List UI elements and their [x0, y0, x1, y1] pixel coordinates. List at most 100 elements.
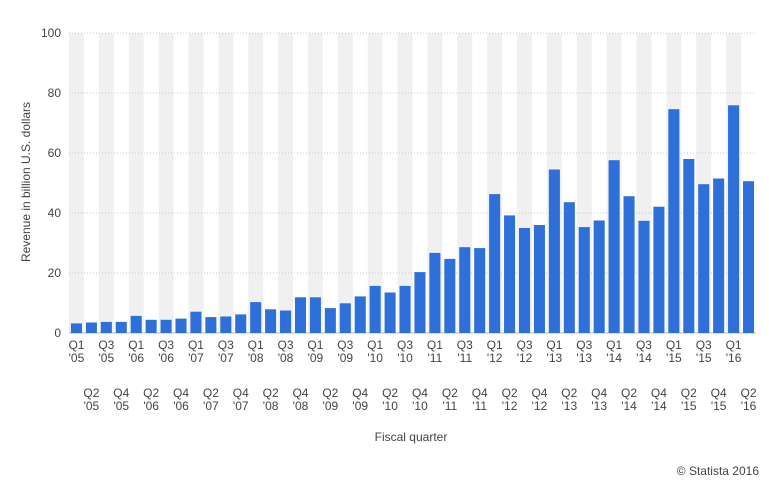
x-tick-label: Q3'05	[98, 338, 114, 365]
bar	[399, 285, 411, 333]
bar	[683, 159, 695, 333]
x-tick-label: Q4'06	[173, 386, 189, 413]
bar	[115, 321, 127, 333]
x-tick-labels: Q1'05 Q2'05 Q3'05 Q4'05 Q1'06 Q2'06 Q3'06 Q4'06…	[68, 338, 756, 413]
x-tick-label: Q4'09	[352, 386, 368, 413]
bar	[354, 296, 366, 333]
y-axis-title: Revenue in billion U.S. dollars	[19, 102, 33, 262]
x-tick-label: Q3'13	[576, 338, 592, 365]
x-tick-label: Q4'11	[472, 386, 488, 413]
bar	[548, 169, 560, 333]
x-tick-label: Q1'13	[546, 338, 562, 365]
x-tick-label: Q2'14	[621, 386, 637, 413]
bar	[698, 184, 710, 333]
column-band	[397, 33, 413, 333]
x-tick-label: Q2'08	[263, 386, 279, 413]
bar	[100, 321, 112, 333]
bar	[235, 314, 247, 333]
x-tick-label: Q3'06	[158, 338, 174, 365]
y-tick-label: 100	[41, 26, 61, 40]
x-tick-label: Q3'07	[218, 338, 234, 365]
bar	[220, 316, 232, 333]
bar	[578, 227, 590, 333]
bar	[593, 220, 605, 333]
bar	[339, 303, 351, 333]
bar	[414, 272, 426, 333]
bar	[533, 225, 545, 333]
x-tick-label: Q3'10	[397, 338, 413, 365]
bar	[205, 317, 217, 333]
bar	[743, 181, 755, 333]
x-tick-label: Q2'07	[203, 386, 219, 413]
x-tick-label: Q1'15	[666, 338, 682, 365]
bar	[250, 302, 262, 333]
y-tick-label: 20	[48, 266, 62, 280]
x-tick-label: Q4'12	[531, 386, 547, 413]
x-tick-label: Q2'15	[681, 386, 697, 413]
bar	[145, 319, 157, 333]
x-tick-label: Q2'13	[561, 386, 577, 413]
x-tick-label: Q1'08	[248, 338, 264, 365]
bar	[324, 308, 336, 333]
bar	[713, 178, 725, 333]
x-tick-label: Q4'08	[292, 386, 308, 413]
x-tick-label: Q2'11	[442, 386, 458, 413]
bar	[384, 292, 396, 333]
bar	[563, 202, 575, 333]
x-tick-label: Q4'10	[412, 386, 428, 413]
y-tick-label: 0	[54, 326, 61, 340]
bar	[130, 315, 142, 333]
x-axis-title: Fiscal quarter	[375, 430, 448, 444]
x-tick-label: Q1'12	[487, 338, 503, 365]
column-band	[69, 33, 84, 333]
x-tick-label: Q1'16	[726, 338, 742, 365]
column-band	[128, 33, 144, 333]
column-band	[278, 33, 294, 333]
y-tick-labels: 0 20 40 60 80 100	[41, 26, 61, 340]
bar	[369, 285, 381, 333]
bar	[429, 252, 441, 333]
x-tick-label: Q4'15	[711, 386, 727, 413]
column-band	[337, 33, 353, 333]
bar	[474, 248, 486, 333]
x-tick-label: Q2'09	[322, 386, 338, 413]
x-tick-label: Q1'10	[367, 338, 383, 365]
bars	[70, 105, 755, 333]
bar	[668, 109, 680, 333]
bar	[309, 297, 321, 333]
bar	[444, 258, 456, 333]
x-tick-label: Q2'10	[382, 386, 398, 413]
x-tick-label: Q3'15	[696, 338, 712, 365]
x-tick-label: Q4'13	[591, 386, 607, 413]
bar	[653, 206, 665, 333]
bar	[459, 247, 471, 333]
bar	[489, 194, 501, 333]
x-tick-label: Q3'14	[636, 338, 652, 365]
x-tick-label: Q1'11	[427, 338, 443, 365]
bar	[608, 160, 620, 333]
bar	[190, 311, 202, 333]
x-tick-label: Q1'05	[68, 338, 84, 365]
x-tick-label: Q3'11	[457, 338, 473, 365]
bar	[160, 319, 172, 333]
x-tick-label: Q4'07	[233, 386, 249, 413]
column-band	[98, 33, 114, 333]
x-tick-label: Q2'05	[83, 386, 99, 413]
column-band	[367, 33, 383, 333]
x-tick-label: Q1'09	[307, 338, 323, 365]
column-band	[218, 33, 234, 333]
y-tick-label: 80	[48, 86, 62, 100]
x-tick-label: Q3'08	[278, 338, 294, 365]
bar	[294, 297, 307, 333]
column-band	[188, 33, 204, 333]
x-tick-label: Q1'06	[128, 338, 144, 365]
bar	[70, 323, 82, 333]
bar	[623, 196, 635, 333]
x-tick-label: Q4'14	[651, 386, 667, 413]
y-tick-label: 40	[48, 206, 62, 220]
bar	[518, 228, 531, 333]
bar	[85, 322, 97, 333]
bar	[504, 215, 516, 333]
bar	[280, 310, 292, 333]
